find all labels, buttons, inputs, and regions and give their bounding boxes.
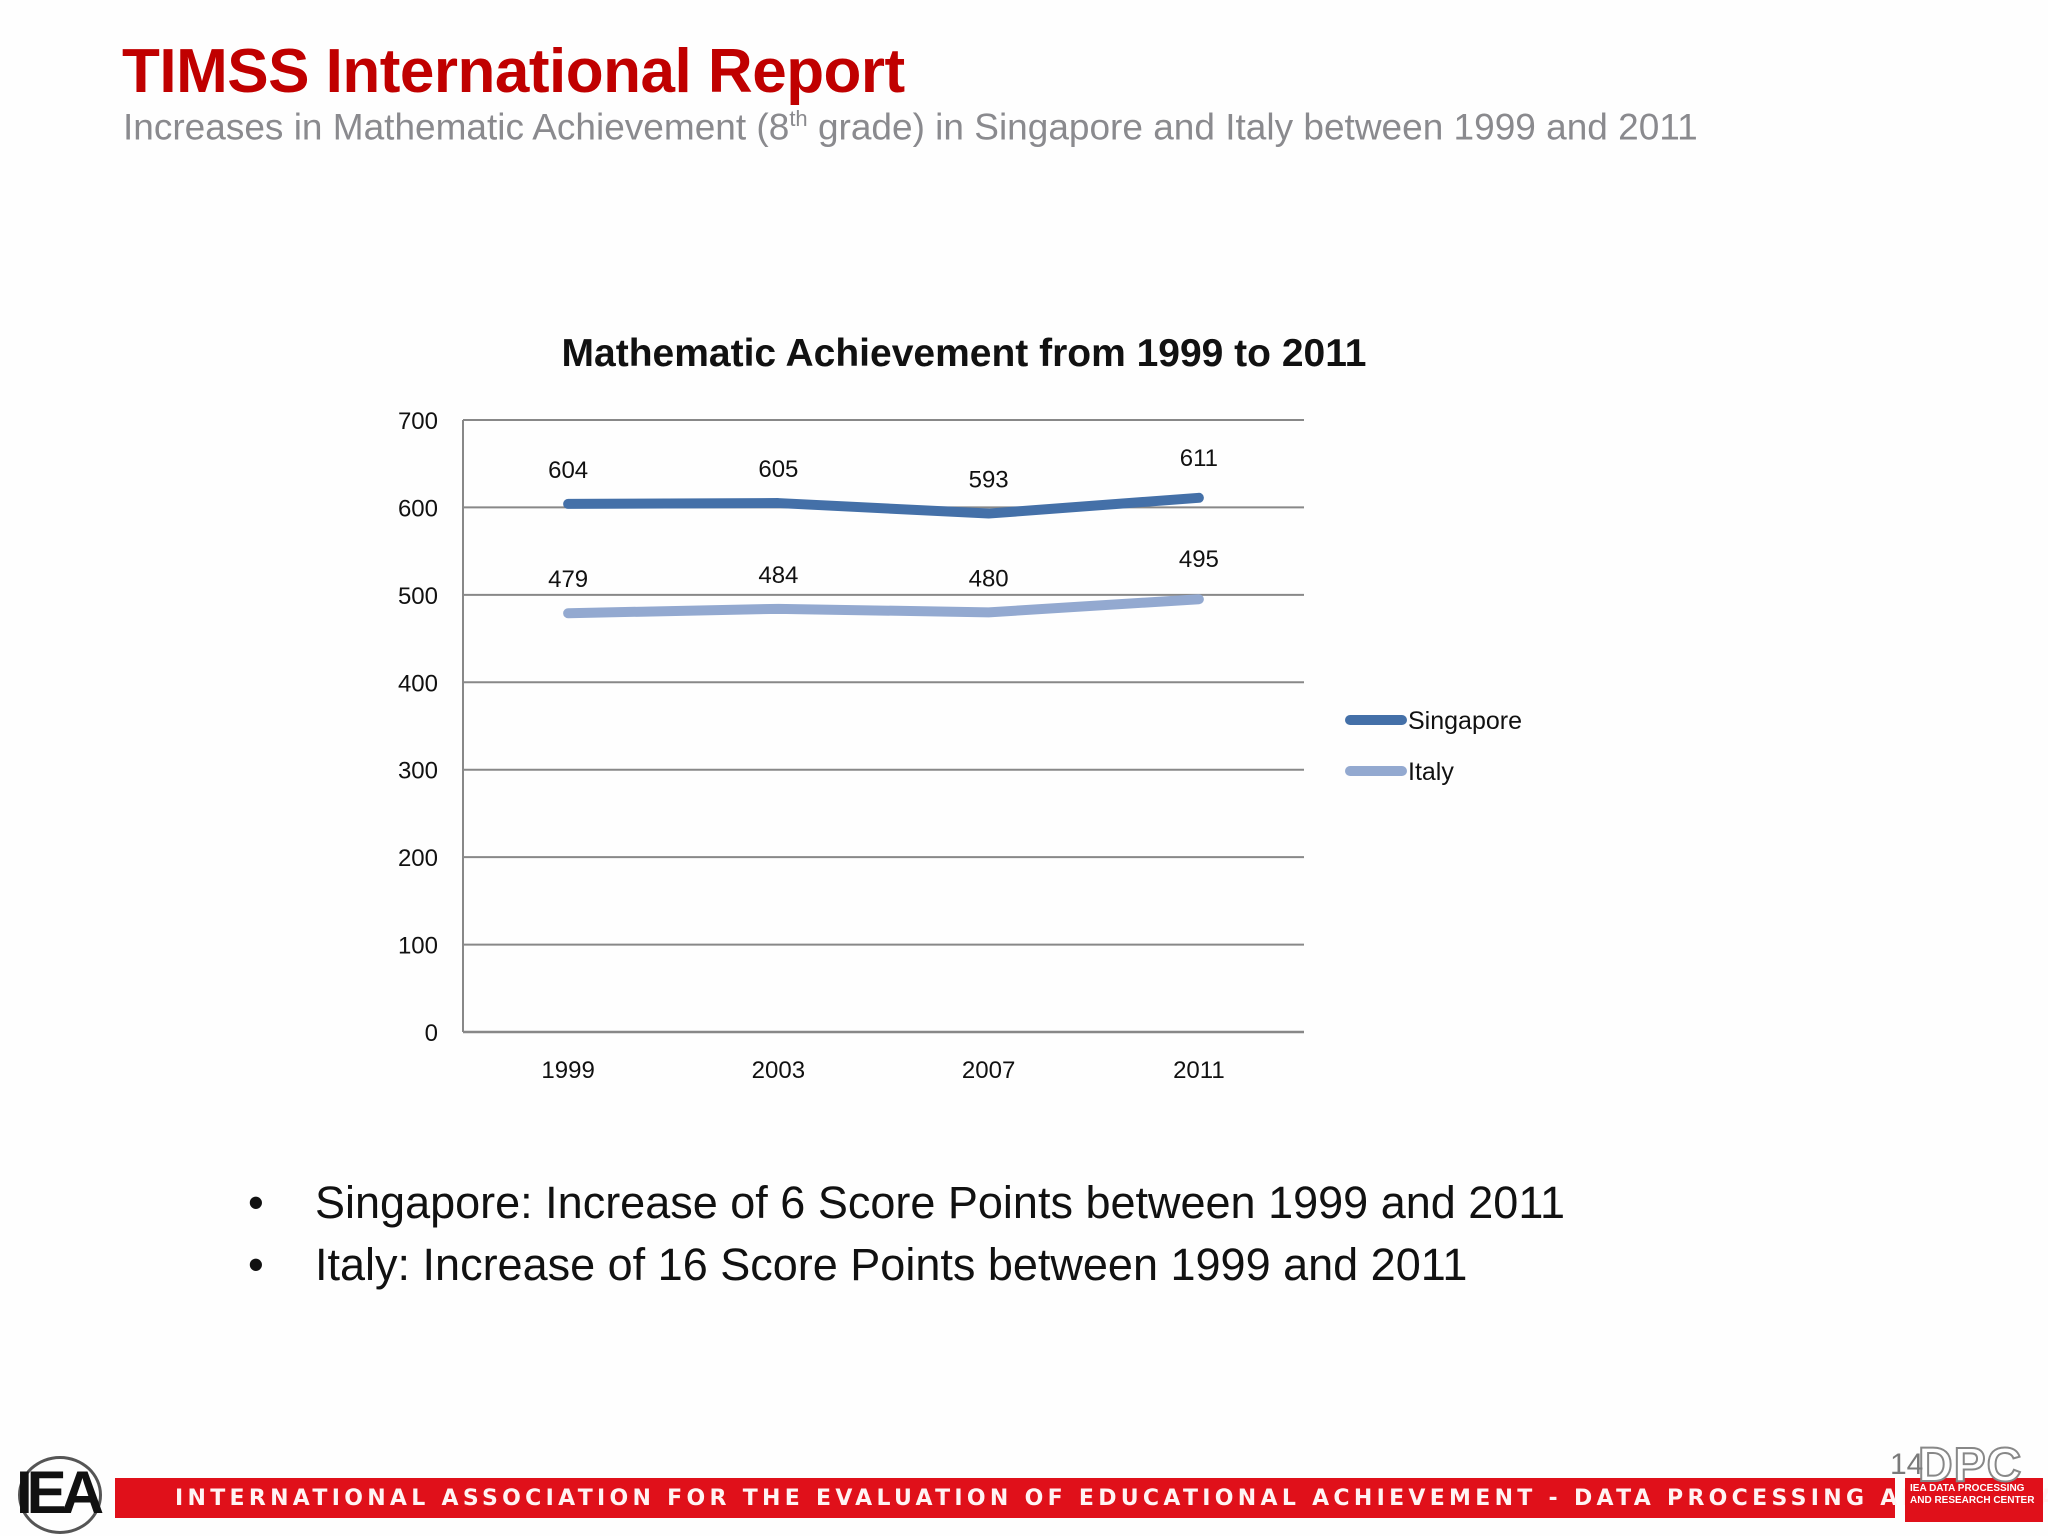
subtitle-superscript: th — [789, 106, 808, 131]
bullet-list: • Singapore: Increase of 6 Score Points b… — [248, 1172, 1565, 1296]
globe-icon — [18, 1456, 102, 1534]
footer-banner-text: INTERNATIONAL ASSOCIATION FOR THE EVALUA… — [175, 1486, 2048, 1511]
iea-logo-text: IEA — [16, 1459, 104, 1526]
data-label: 480 — [969, 565, 1009, 592]
dpc-logo-box — [1905, 1478, 2043, 1522]
y-tick-label: 100 — [398, 933, 438, 960]
x-tick-label: 2011 — [1173, 1057, 1225, 1084]
y-tick-label: 200 — [398, 845, 438, 872]
subtitle-text: Increases in Mathematic Achievement (8 — [123, 106, 790, 148]
series-line-singapore — [563, 492, 1204, 519]
footer-banner — [115, 1478, 1895, 1518]
legend-label: Italy — [1408, 758, 1454, 786]
data-label: 611 — [1180, 445, 1218, 472]
y-tick-label: 700 — [398, 408, 438, 435]
y-tick-label: 400 — [398, 670, 438, 697]
bullet-text: Singapore: Increase of 6 Score Points be… — [315, 1177, 1566, 1228]
x-tick-label: 1999 — [541, 1057, 594, 1084]
data-label: 495 — [1179, 546, 1219, 573]
data-label: 484 — [758, 562, 798, 589]
data-label: 605 — [758, 456, 798, 483]
x-tick-label: 2003 — [752, 1057, 805, 1084]
y-tick-label: 300 — [398, 758, 438, 785]
dpc-logo-subtitle: IEA DATA PROCESSING AND RESEARCH CENTER — [1910, 1483, 2035, 1506]
y-tick-label: 0 — [425, 1020, 438, 1047]
legend-label: Singapore — [1408, 707, 1522, 735]
bullet-dot-icon: • — [248, 1239, 264, 1290]
y-tick-label: 600 — [398, 495, 438, 522]
bullet-item: • Singapore: Increase of 6 Score Points b… — [248, 1172, 1565, 1234]
dpc-logo: DPC — [1917, 1438, 2023, 1493]
x-tick-label: 2007 — [962, 1057, 1015, 1084]
data-label: 479 — [548, 566, 588, 593]
chart-title: Mathematic Achievement from 1999 to 2011 — [561, 332, 1367, 375]
data-label: 593 — [969, 467, 1009, 494]
iea-logo: IEA — [10, 1452, 120, 1534]
page-number: 14 — [1890, 1448, 1924, 1481]
series-line-italy — [563, 594, 1204, 619]
slide-subtitle: Increases in Mathematic Achievement (8th… — [123, 106, 1698, 148]
y-tick-label: 500 — [398, 583, 438, 610]
bullet-dot-icon: • — [248, 1177, 264, 1228]
slide-title: TIMSS International Report — [122, 37, 905, 106]
subtitle-text-rest: grade) in Singapore and Italy between 19… — [807, 106, 1698, 148]
bullet-text: Italy: Increase of 16 Score Points betwe… — [315, 1239, 1468, 1290]
data-label: 604 — [548, 457, 588, 484]
bullet-item: • Italy: Increase of 16 Score Points betw… — [248, 1234, 1565, 1296]
